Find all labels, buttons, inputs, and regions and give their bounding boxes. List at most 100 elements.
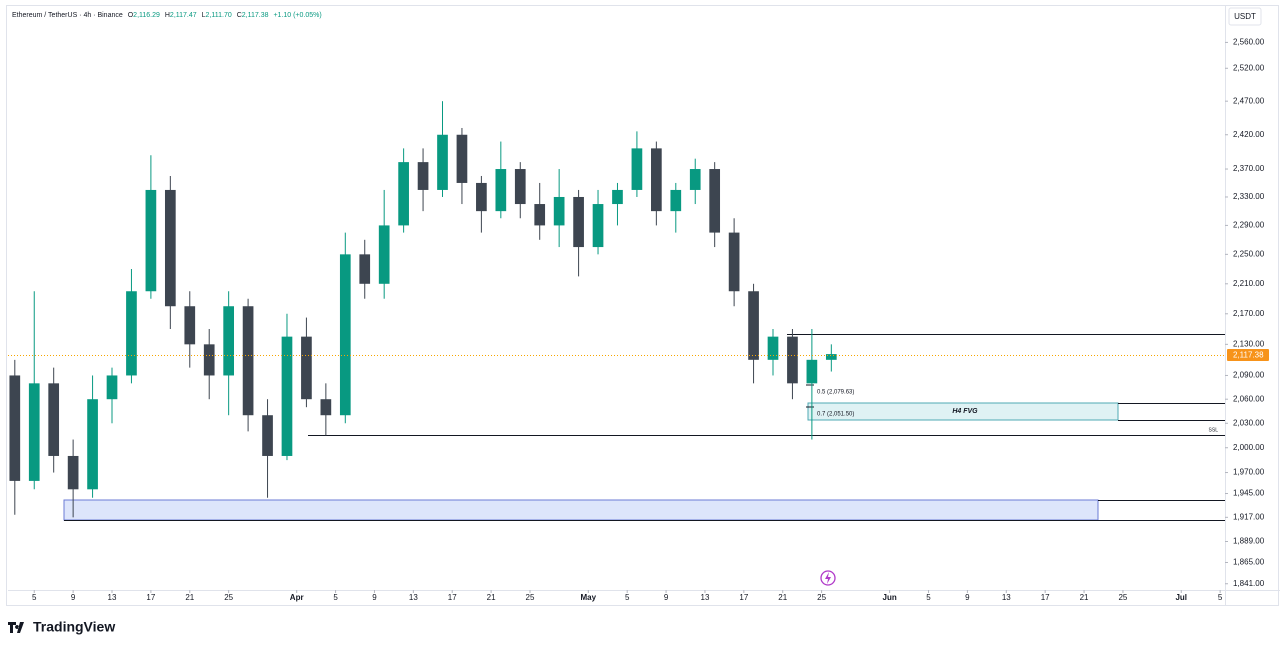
candle-body [573,196,584,248]
y-tick-label: 2,090.00 [1233,371,1265,380]
candle-body [339,254,351,416]
last-price-tag [1227,349,1269,361]
x-tick-label: 5 [333,593,338,602]
candle-body [825,354,837,360]
candle-body [301,336,312,400]
o-key: O [128,12,134,19]
frame [6,5,1279,606]
y-tick-label: 2,370.00 [1233,164,1265,173]
x-tick-label: 17 [146,593,155,602]
x-tick-label: 9 [965,593,970,602]
x-tick-label: 9 [71,593,76,602]
candle-body [48,383,60,456]
candle-body [787,336,798,384]
h-key: H [165,12,170,19]
event-icon-bolt [825,572,831,584]
c-value: 2,117.38 [242,12,269,19]
candle-body [631,148,643,190]
y-tick-label: 2,420.00 [1233,130,1265,139]
y-tick-label: 2,060.00 [1233,394,1265,403]
candle-body [164,189,176,307]
x-tick-label: 13 [108,593,117,602]
symbol: Ethereum / TetherUS · 4h · Binance [12,12,123,19]
y-tick-label: 1,865.00 [1233,558,1265,567]
candle-body [709,169,721,233]
candle-body [145,189,157,292]
y-tick-label: 1,970.00 [1233,468,1265,477]
candle-body [359,254,371,284]
candle-body [806,359,818,384]
x-tick-label: 21 [1080,593,1089,602]
candle-body [514,169,526,205]
x-tick-label: 5 [1218,593,1223,602]
x-tick-label: 9 [372,593,377,602]
y-tick-label: 2,000.00 [1233,443,1265,452]
candle-body [495,169,507,212]
x-tick-label: Jul [1175,593,1187,602]
x-tick-label: May [581,593,597,602]
x-tick-label: 21 [487,593,496,602]
o-value: 2,116.29 [133,12,160,19]
candle-body [553,196,565,226]
x-tick-label: 13 [409,593,418,602]
candle-body [476,182,487,212]
y-tick-label: 2,290.00 [1233,221,1265,230]
candle-body [398,162,409,226]
candle-body [281,336,293,456]
x-tick-label: 25 [224,593,233,602]
candle-body [417,162,429,190]
y-tick-label: 2,030.00 [1233,418,1265,427]
candle-body [456,134,468,183]
candle-body [612,189,623,205]
brand: TradingView [33,619,115,635]
brand-logo [8,622,24,633]
currency[interactable]: USDT [1234,12,1256,21]
candles [9,101,837,518]
x-tick-label: 17 [1041,593,1050,602]
fvg-label: H4 FVG [952,408,978,415]
x-tick-label: 21 [185,593,194,602]
y-tick-label: 2,250.00 [1233,249,1265,258]
x-tick-label: 25 [1118,593,1127,602]
c-key: C [237,12,242,19]
grid [33,41,1228,593]
candle-body [437,134,448,190]
y-tick-label: 1,841.00 [1233,579,1265,588]
x-tick-label: 13 [701,593,710,602]
y-tick-label: 2,210.00 [1233,279,1265,288]
candle-body [689,169,701,190]
candle-body [378,225,390,284]
drawings: 0.5 (2,079.63) 0.7 (2,051.50) H4 FVG SSL [63,334,1225,521]
candle-body [106,375,118,400]
candle-body [203,344,215,376]
y-tick-label: 2,330.00 [1233,192,1265,201]
x-tick-label: 5 [926,593,931,602]
y-tick-label: 1,889.00 [1233,537,1265,546]
candle-body [9,375,21,481]
l-value: 2,111.70 [206,12,232,19]
x-tick-label: 25 [817,593,826,602]
x-tick-label: 9 [664,593,669,602]
candle-body [28,383,40,481]
candle-body [223,306,235,376]
fib-label: 0.5 (2,079.63) [817,390,854,396]
x-tick-label: Jun [883,593,897,602]
y-tick-label: 2,560.00 [1233,38,1265,47]
candle-body [592,204,604,248]
fvg-box [807,402,1119,421]
candle-body [126,291,137,376]
y-tick-label: 1,945.00 [1233,489,1265,498]
change: +1.10 (+0.05%) [273,12,321,19]
candle-body [534,204,546,226]
y-tick-label: 1,917.00 [1233,512,1265,521]
x-tick-label: 25 [526,593,535,602]
ssl-label: SSL [1209,427,1219,433]
last-price-text: 2,117.38 [1233,351,1264,360]
candle-body [242,306,254,416]
x-tick-label: 5 [32,593,37,602]
candle-body [184,306,196,345]
candle-body [748,291,759,360]
currency-button[interactable] [1228,7,1262,26]
x-tick-label: 13 [1002,593,1011,602]
